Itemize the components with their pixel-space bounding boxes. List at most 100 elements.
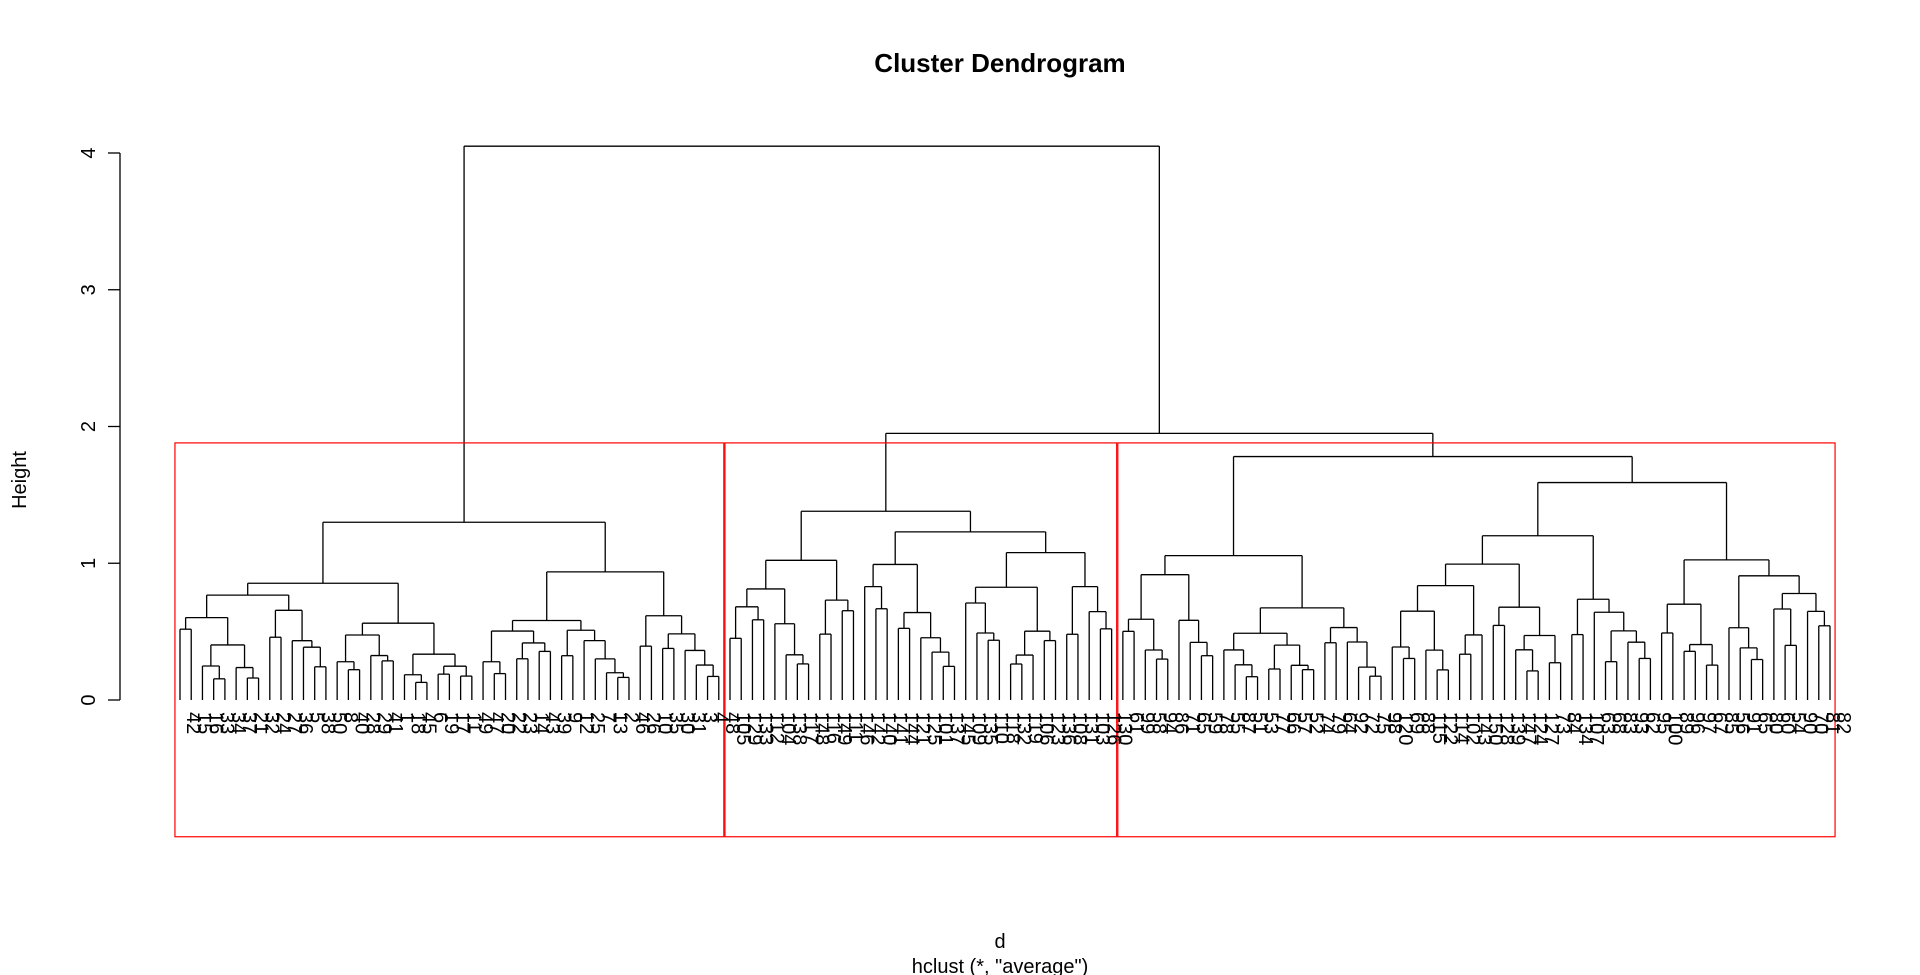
- leaf-label-27: 27: [283, 712, 305, 734]
- leaf-label-21: 21: [249, 712, 271, 734]
- leaf-label-24: 24: [272, 712, 294, 734]
- leaf-label-112: 112: [766, 712, 788, 744]
- leaf-label-46: 46: [631, 712, 653, 734]
- leaf-label-43: 43: [541, 712, 563, 734]
- leaf-label-45: 45: [418, 712, 440, 734]
- leaf-label-15: 15: [193, 712, 215, 734]
- leaf-label-26: 26: [642, 712, 664, 734]
- leaf-label-70: 70: [1810, 712, 1832, 734]
- leaf-label-144: 144: [900, 712, 922, 745]
- leaf-label-149: 149: [833, 712, 855, 745]
- leaf-label-99: 99: [1136, 712, 1158, 734]
- leaf-label-66: 66: [1282, 712, 1304, 734]
- leaf-label-77: 77: [1271, 712, 1293, 734]
- leaf-label-110: 110: [990, 712, 1012, 744]
- y-axis: 0 1 2 3 4: [78, 147, 121, 706]
- leaf-label-6: 6: [429, 712, 451, 723]
- leaf-label-125: 125: [923, 712, 945, 745]
- leaf-label-71: 71: [1181, 712, 1203, 734]
- leaf-label-23: 23: [519, 712, 541, 734]
- leaf-label-13: 13: [609, 712, 631, 734]
- leaf-label-73: 73: [1551, 712, 1573, 734]
- chart-title: Cluster Dendrogram: [874, 48, 1125, 78]
- leaf-label-34: 34: [227, 712, 249, 734]
- leaf-label-2: 2: [620, 712, 642, 723]
- leaf-label-9: 9: [564, 712, 586, 723]
- leaf-label-128: 128: [1495, 712, 1517, 745]
- leaf-label-82: 82: [1832, 712, 1854, 734]
- leaf-label-115: 115: [1428, 712, 1450, 744]
- y-tick-label-1: 1: [78, 558, 100, 569]
- cluster-1-rect: [174, 442, 725, 838]
- leaf-label-37: 37: [238, 712, 260, 734]
- leaf-label-91: 91: [1742, 712, 1764, 734]
- leaf-label-68: 68: [1608, 712, 1630, 734]
- leaf-labels: 4215163334372132242736538508402829411184…: [182, 712, 1854, 745]
- leaf-label-106: 106: [1035, 712, 1057, 745]
- leaf-label-38: 38: [317, 712, 339, 734]
- leaf-label-114: 114: [1450, 712, 1472, 744]
- leaf-label-22: 22: [508, 712, 530, 734]
- leaf-label-84: 84: [1563, 712, 1585, 734]
- leaf-label-98: 98: [1383, 712, 1405, 734]
- leaf-label-67: 67: [1709, 712, 1731, 734]
- leaf-label-69: 69: [1405, 712, 1427, 734]
- leaf-label-3: 3: [698, 712, 720, 723]
- cluster-rectangles: [174, 442, 1836, 838]
- leaf-label-133: 133: [754, 712, 776, 745]
- leaf-label-65: 65: [1753, 712, 1775, 734]
- leaf-label-94: 94: [1159, 712, 1181, 734]
- leaf-label-72: 72: [1361, 712, 1383, 734]
- x-axis-label: d: [994, 931, 1005, 953]
- leaf-label-52: 52: [1304, 712, 1326, 734]
- leaf-label-147: 147: [1518, 712, 1540, 745]
- leaf-label-7: 7: [597, 712, 619, 723]
- leaf-label-136: 136: [1058, 712, 1080, 745]
- leaf-label-118: 118: [1001, 712, 1023, 744]
- leaf-label-57: 57: [1293, 712, 1315, 734]
- leaf-label-108: 108: [1069, 712, 1091, 745]
- leaf-label-25: 25: [586, 712, 608, 734]
- leaf-label-126: 126: [1102, 712, 1124, 745]
- leaf-label-56: 56: [1731, 712, 1753, 734]
- leaf-label-131: 131: [1080, 712, 1102, 745]
- leaf-label-123: 123: [1046, 712, 1068, 745]
- leaf-label-92: 92: [1349, 712, 1371, 734]
- leaf-label-49: 49: [474, 712, 496, 734]
- leaf-label-129: 129: [743, 712, 765, 745]
- leaf-label-51: 51: [1248, 712, 1270, 734]
- leaf-label-55: 55: [1226, 712, 1248, 734]
- leaf-label-101: 101: [934, 712, 956, 745]
- leaf-label-80: 80: [1765, 712, 1787, 734]
- leaf-label-107: 107: [1585, 712, 1607, 745]
- leaf-label-122: 122: [1439, 712, 1461, 745]
- leaf-label-96: 96: [1686, 712, 1708, 734]
- leaf-label-30: 30: [676, 712, 698, 734]
- leaf-label-105: 105: [732, 712, 754, 745]
- leaf-label-95: 95: [1652, 712, 1674, 734]
- leaf-label-150: 150: [1484, 712, 1506, 745]
- leaf-label-12: 12: [575, 712, 597, 734]
- leaf-label-32: 32: [261, 712, 283, 734]
- leaf-label-60: 60: [1776, 712, 1798, 734]
- leaf-label-48: 48: [721, 712, 743, 734]
- cluster-2-rect: [724, 442, 1118, 838]
- leaf-label-28: 28: [362, 712, 384, 734]
- leaf-label-138: 138: [788, 712, 810, 745]
- leaf-label-141: 141: [889, 712, 911, 745]
- leaf-label-19: 19: [440, 712, 462, 734]
- leaf-label-145: 145: [956, 712, 978, 745]
- leaf-label-132: 132: [1013, 712, 1035, 745]
- leaf-label-79: 79: [1327, 712, 1349, 734]
- leaf-label-93: 93: [1630, 712, 1652, 734]
- y-tick-label-2: 2: [78, 421, 100, 432]
- leaf-label-116: 116: [822, 712, 844, 744]
- leaf-label-119: 119: [1024, 712, 1046, 744]
- leaf-label-50: 50: [328, 712, 350, 734]
- y-tick-label-0: 0: [78, 694, 100, 705]
- leaf-label-64: 64: [1338, 712, 1360, 734]
- leaf-label-1: 1: [395, 712, 417, 723]
- leaf-label-16: 16: [204, 712, 226, 734]
- leaf-label-117: 117: [799, 712, 821, 744]
- leaf-label-54: 54: [1787, 712, 1809, 734]
